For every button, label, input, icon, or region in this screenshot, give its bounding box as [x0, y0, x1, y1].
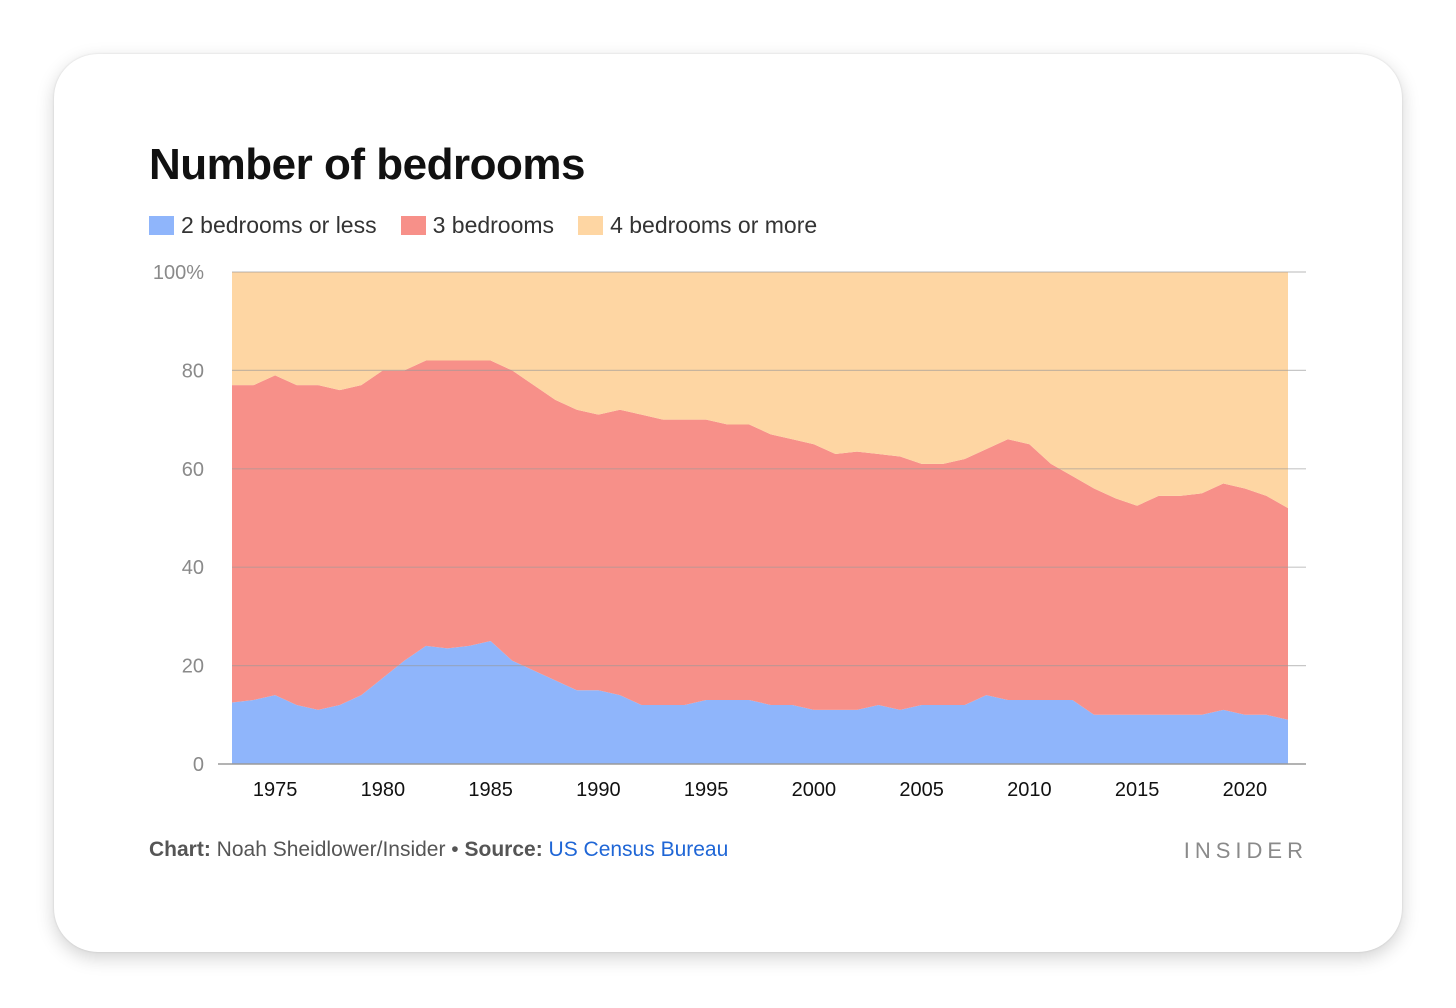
x-tick-label: 2020 — [1223, 779, 1268, 801]
y-tick-label: 20 — [182, 656, 204, 678]
legend-label: 4 bedrooms or more — [610, 212, 818, 238]
chart-credit: Noah Sheidlower/Insider • — [210, 838, 465, 861]
legend: 2 bedrooms or less 3 bedrooms 4 bedrooms… — [149, 212, 841, 239]
x-tick-label: 2010 — [1007, 779, 1051, 801]
legend-swatch — [149, 216, 174, 235]
source-label: Source: — [464, 838, 543, 861]
y-tick-label: 100% — [153, 262, 204, 284]
x-tick-label: 2015 — [1115, 779, 1160, 801]
chart-card: Number of bedrooms 2 bedrooms or less 3 … — [54, 54, 1402, 952]
y-tick-label: 40 — [182, 557, 204, 579]
legend-item-4-bedrooms: 4 bedrooms or more — [578, 212, 817, 239]
series-area-2 — [232, 272, 1288, 509]
source-link[interactable]: US Census Bureau — [542, 838, 729, 861]
x-tick-label: 1980 — [361, 779, 406, 801]
y-tick-label: 80 — [182, 360, 204, 382]
x-tick-label: 2000 — [792, 779, 837, 801]
x-tick-label: 2005 — [899, 779, 944, 801]
area-chart: 0 20 40 60 80 100% 1975 1980 1985 1990 1995 2000 200… — [153, 262, 1306, 801]
chart-title: Number of bedrooms — [149, 140, 585, 189]
legend-item-3-bedrooms: 3 bedrooms — [400, 212, 555, 239]
legend-swatch — [400, 216, 426, 235]
legend-swatch — [578, 216, 604, 235]
chart-footer: Chart: Noah Sheidlower/Insider • Source:… — [149, 838, 728, 862]
legend-label: 3 bedrooms — [432, 212, 555, 238]
legend-label: 2 bedrooms or less — [181, 212, 377, 238]
x-tick-label: 1990 — [576, 779, 621, 801]
series-area-1 — [232, 360, 1288, 720]
y-tick-label: 60 — [182, 459, 204, 481]
x-tick-label: 1985 — [468, 779, 513, 801]
x-tick-label: 1995 — [684, 779, 729, 801]
brand-logo: INSIDER — [1183, 838, 1308, 863]
chart-credit-label: Chart: — [149, 838, 211, 861]
legend-item-2-bedrooms: 2 bedrooms or less — [149, 212, 377, 239]
y-tick-label: 0 — [193, 754, 204, 776]
x-tick-label: 1975 — [253, 779, 298, 801]
